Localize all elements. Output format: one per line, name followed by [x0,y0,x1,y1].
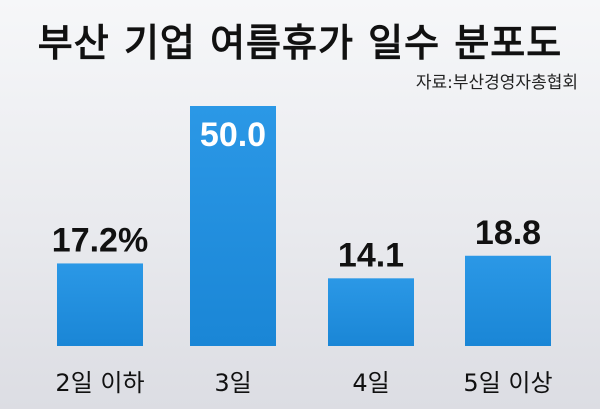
chart-source: 자료:부산경영자총협회 [415,73,578,93]
bar-4 [465,255,551,346]
category-label-3: 4일 [352,369,389,397]
category-labels-group: 2일 이하 3일 4일 5일 이상 [55,369,552,397]
chart-title: 부산 기업 여름휴가 일수 분포도 [37,21,563,65]
category-label-1: 2일 이하 [55,369,144,397]
value-label-3: 14.1 [338,236,404,274]
bar-1 [57,263,143,346]
bars-group [57,106,551,346]
bar-3 [328,278,414,346]
bar-2 [190,106,276,346]
value-labels-group: 17.2% 50.0 14.1 18.8 [52,116,541,274]
value-label-2: 50.0 [200,116,266,154]
category-label-2: 3일 [214,369,251,397]
value-label-1: 17.2% [52,221,148,259]
value-label-4: 18.8 [475,214,541,252]
category-label-4: 5일 이상 [463,369,552,397]
